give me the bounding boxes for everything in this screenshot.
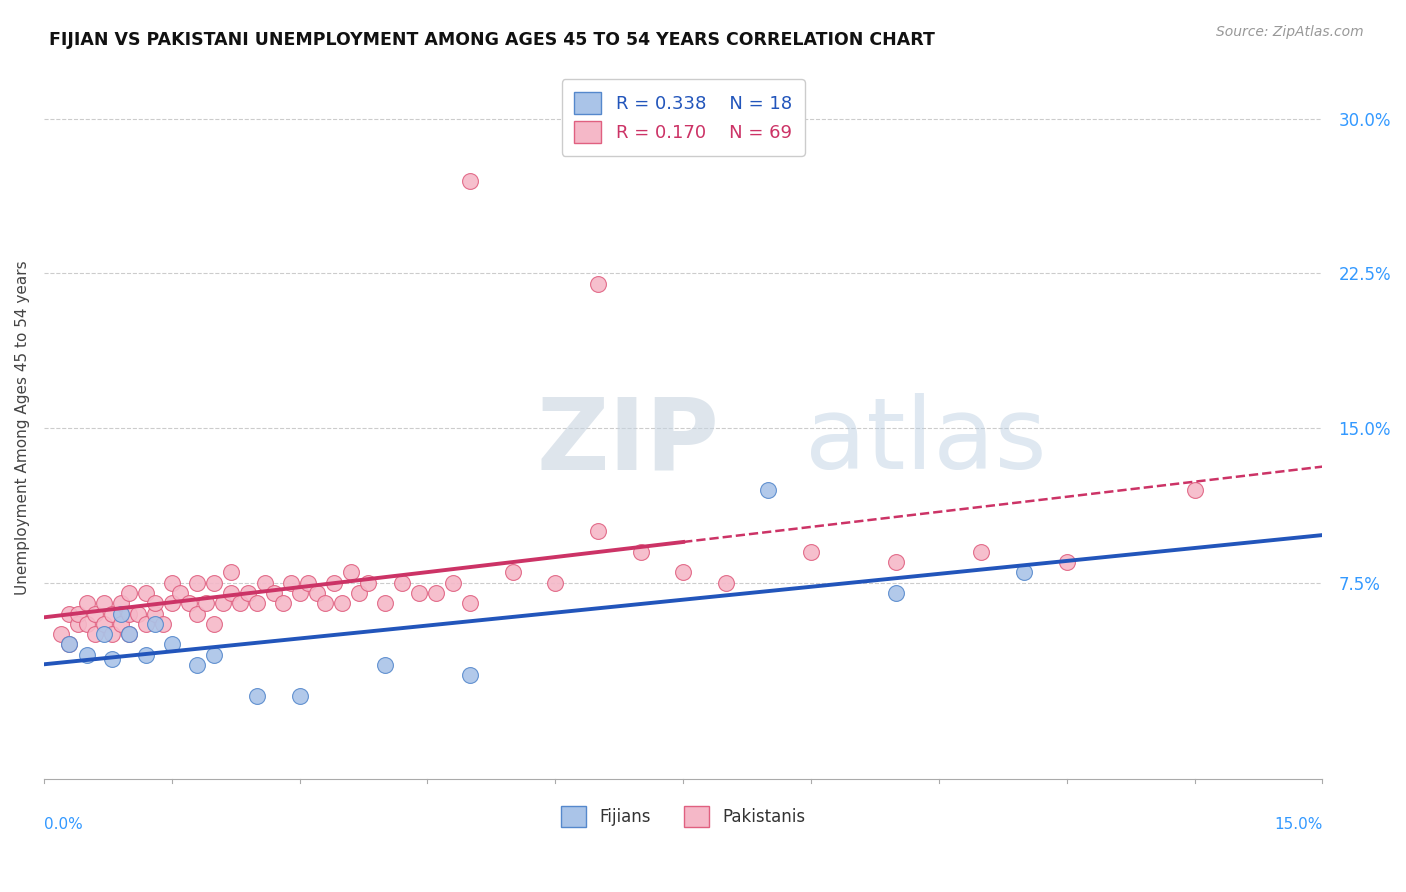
Point xyxy=(884,586,907,600)
Point xyxy=(212,596,235,610)
Point xyxy=(202,616,225,631)
Point xyxy=(425,586,447,600)
Text: 0.0%: 0.0% xyxy=(44,817,83,832)
Point xyxy=(349,586,371,600)
Text: ZIP: ZIP xyxy=(536,393,718,491)
Point xyxy=(1184,483,1206,497)
Point xyxy=(127,607,149,621)
Point xyxy=(135,648,157,662)
Point xyxy=(263,586,285,600)
Point xyxy=(93,627,115,641)
Point xyxy=(254,575,277,590)
Point xyxy=(586,277,609,291)
Point xyxy=(297,575,319,590)
Point xyxy=(101,607,124,621)
Point xyxy=(49,627,72,641)
Point xyxy=(101,652,124,666)
Point xyxy=(118,607,141,621)
Point xyxy=(160,596,183,610)
Point xyxy=(110,596,132,610)
Point xyxy=(458,668,481,682)
Point xyxy=(194,596,217,610)
Point xyxy=(93,596,115,610)
Point xyxy=(288,586,311,600)
Point xyxy=(110,607,132,621)
Point xyxy=(280,575,302,590)
Point xyxy=(458,596,481,610)
Point xyxy=(271,596,294,610)
Point xyxy=(143,596,166,610)
Point xyxy=(714,575,737,590)
Point xyxy=(288,689,311,703)
Point xyxy=(143,616,166,631)
Point xyxy=(221,586,243,600)
Point xyxy=(758,483,780,497)
Point xyxy=(93,616,115,631)
Point xyxy=(160,638,183,652)
Point xyxy=(800,544,823,558)
Point xyxy=(458,173,481,187)
Point xyxy=(135,586,157,600)
Point xyxy=(66,616,89,631)
Point xyxy=(58,607,80,621)
Point xyxy=(202,648,225,662)
Point xyxy=(1012,566,1035,580)
Point xyxy=(58,638,80,652)
Point xyxy=(76,596,98,610)
Point xyxy=(630,544,652,558)
Legend: Fijians, Pakistanis: Fijians, Pakistanis xyxy=(554,799,813,833)
Point xyxy=(76,648,98,662)
Text: FIJIAN VS PAKISTANI UNEMPLOYMENT AMONG AGES 45 TO 54 YEARS CORRELATION CHART: FIJIAN VS PAKISTANI UNEMPLOYMENT AMONG A… xyxy=(49,31,935,49)
Point xyxy=(391,575,413,590)
Point xyxy=(305,586,328,600)
Point xyxy=(186,575,208,590)
Point xyxy=(58,638,80,652)
Point xyxy=(143,607,166,621)
Text: atlas: atlas xyxy=(804,393,1046,491)
Point xyxy=(408,586,430,600)
Point xyxy=(186,658,208,673)
Text: 15.0%: 15.0% xyxy=(1274,817,1323,832)
Point xyxy=(322,575,344,590)
Point xyxy=(229,596,252,610)
Point xyxy=(1056,555,1078,569)
Point xyxy=(110,616,132,631)
Point xyxy=(160,575,183,590)
Point xyxy=(246,689,269,703)
Point xyxy=(884,555,907,569)
Point xyxy=(544,575,567,590)
Point xyxy=(970,544,993,558)
Point xyxy=(586,524,609,538)
Y-axis label: Unemployment Among Ages 45 to 54 years: Unemployment Among Ages 45 to 54 years xyxy=(15,260,30,595)
Point xyxy=(186,607,208,621)
Point xyxy=(330,596,353,610)
Point xyxy=(169,586,191,600)
Point xyxy=(339,566,361,580)
Point xyxy=(66,607,89,621)
Point xyxy=(152,616,174,631)
Point xyxy=(441,575,464,590)
Point xyxy=(221,566,243,580)
Point xyxy=(84,627,107,641)
Point xyxy=(246,596,269,610)
Point xyxy=(357,575,380,590)
Point xyxy=(202,575,225,590)
Point xyxy=(374,658,396,673)
Point xyxy=(76,616,98,631)
Point xyxy=(502,566,524,580)
Point xyxy=(101,627,124,641)
Point xyxy=(135,616,157,631)
Point xyxy=(118,586,141,600)
Point xyxy=(118,627,141,641)
Point xyxy=(177,596,200,610)
Point xyxy=(238,586,260,600)
Point xyxy=(84,607,107,621)
Text: Source: ZipAtlas.com: Source: ZipAtlas.com xyxy=(1216,25,1364,39)
Point xyxy=(374,596,396,610)
Point xyxy=(118,627,141,641)
Point xyxy=(314,596,336,610)
Point xyxy=(672,566,695,580)
